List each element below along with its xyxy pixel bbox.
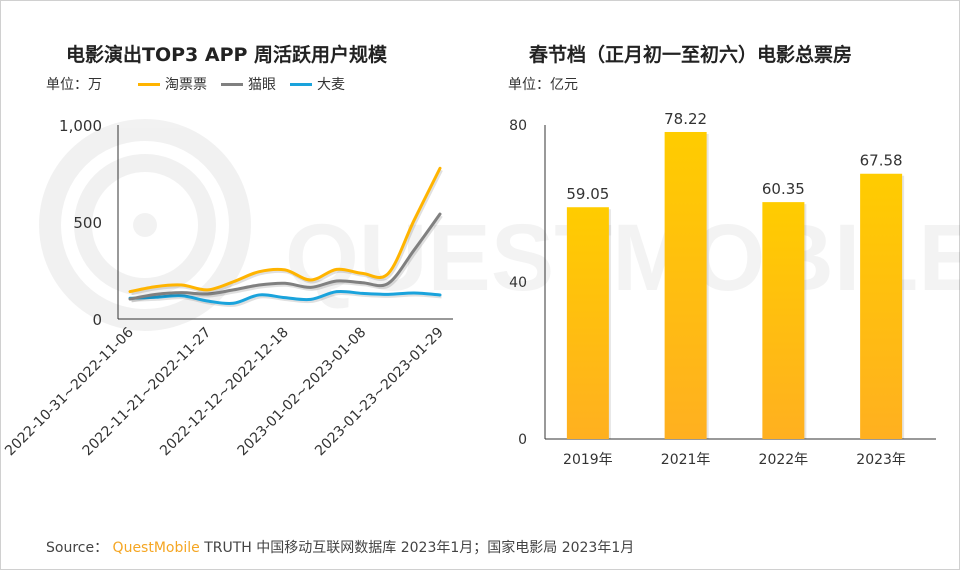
bar-value-label: 60.35 xyxy=(762,180,805,198)
legend-swatch xyxy=(221,82,243,86)
source-text: TRUTH 中国移动互联网数据库 2023年1月；国家电影局 2023年1月 xyxy=(204,540,635,556)
series-line-猫眼 xyxy=(128,212,442,301)
series-line-shadow xyxy=(131,291,442,308)
y-tick-label: 500 xyxy=(73,214,102,232)
x-tick-label: 2023-01-02~2023-01-08 xyxy=(235,325,370,460)
series-line-大麦 xyxy=(128,289,442,306)
legend: 淘票票 猫眼 大麦 xyxy=(138,74,345,94)
source-prefix: Source： xyxy=(46,540,109,556)
left-chart-title: 电影演出TOP3 APP 周活跃用户规模 xyxy=(66,44,388,66)
bar-value-label: 67.58 xyxy=(860,152,903,170)
x-tick-label: 2019年 xyxy=(563,452,613,468)
y-tick-label: 0 xyxy=(518,432,527,448)
x-tick-label: 2022年 xyxy=(759,452,809,468)
x-tick-label: 2022-10-31~2022-11-06 xyxy=(2,324,137,459)
bar-2023年 xyxy=(860,173,903,439)
right-chart-unit: 单位：亿元 xyxy=(508,77,578,93)
bar-2019年 xyxy=(566,207,609,439)
bar-value-label: 59.05 xyxy=(566,185,609,203)
y-tick-label: 80 xyxy=(509,118,527,134)
legend-swatch xyxy=(290,82,312,86)
legend-label: 淘票票 xyxy=(165,77,207,93)
y-tick-label: 1,000 xyxy=(59,117,102,135)
x-tick-label: 2023-01-23~2023-01-29 xyxy=(312,325,447,460)
legend-item-taopiaopiao: 淘票票 xyxy=(138,74,207,94)
watermark-dot xyxy=(133,213,157,237)
watermark-ring-outer xyxy=(39,119,251,331)
legend-item-damai: 大麦 xyxy=(290,74,345,94)
legend-label: 大麦 xyxy=(317,77,345,93)
legend-label: 猫眼 xyxy=(248,77,276,93)
x-tick-label: 2022-11-21~2022-11-27 xyxy=(80,325,215,460)
bar-value-label: 78.22 xyxy=(664,110,707,128)
legend-swatch xyxy=(138,82,160,86)
x-tick-label: 2022-12-12~2022-12-18 xyxy=(157,325,292,460)
y-tick-label: 0 xyxy=(92,311,102,329)
series-line-shadow xyxy=(131,169,443,296)
y-tick-label: 40 xyxy=(509,275,527,291)
bar-2022年 xyxy=(762,202,805,439)
bar-2021年 xyxy=(664,131,707,439)
legend-item-maoyan: 猫眼 xyxy=(221,74,276,94)
source-note: Source： QuestMobile TRUTH 中国移动互联网数据库 202… xyxy=(46,537,634,557)
series-line-淘票票 xyxy=(128,166,442,294)
source-brand: QuestMobile xyxy=(112,540,200,556)
left-chart-unit: 单位：万 xyxy=(46,77,102,93)
right-chart-title: 春节档（正月初一至初六）电影总票房 xyxy=(529,44,853,66)
x-tick-label: 2023年 xyxy=(856,452,906,468)
x-tick-label: 2021年 xyxy=(661,452,711,468)
series-line-shadow xyxy=(131,215,443,303)
